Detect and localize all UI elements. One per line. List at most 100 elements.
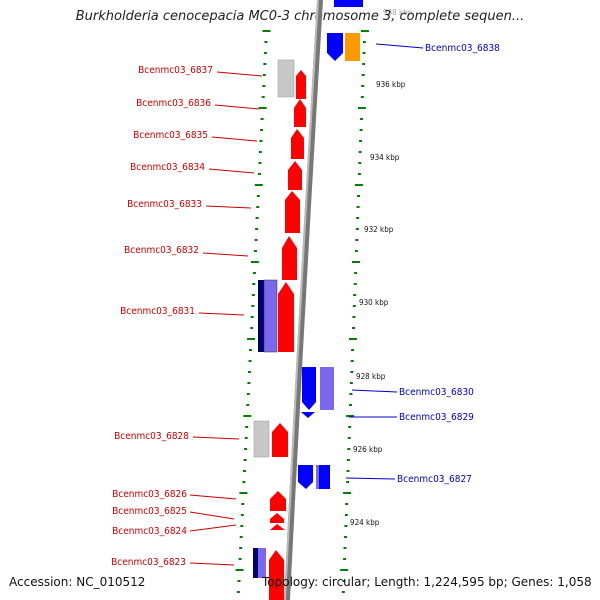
tick-mark (262, 85, 266, 87)
tick-mark (243, 470, 246, 472)
tick-mark (246, 404, 250, 406)
gene-6833-red[interactable] (285, 191, 300, 233)
label-6824[interactable]: Bcenmc03_6824 (112, 526, 187, 537)
gene-6838-group[interactable] (327, 0, 363, 61)
tick-mark (347, 448, 351, 450)
label-6829[interactable]: Bcenmc03_6829 (399, 412, 474, 423)
gene-6837-grey[interactable] (277, 59, 295, 98)
label-6837[interactable]: Bcenmc03_6837 (138, 65, 213, 76)
gene-6838-orange[interactable] (345, 33, 360, 61)
label-6833[interactable]: Bcenmc03_6833 (127, 199, 202, 210)
map-title: Burkholderia cenocepacia MC0-3 chromosom… (75, 9, 525, 24)
tick-mark (349, 393, 353, 395)
tick-mark (354, 250, 358, 252)
tick-mark (362, 41, 366, 43)
scale-930: 930 kbp (359, 298, 389, 307)
gene-6837-red[interactable] (296, 70, 306, 99)
gene-6830-lavender[interactable] (320, 367, 334, 410)
tick-mark (356, 217, 360, 219)
tick-mark (362, 52, 366, 54)
tick-mark (346, 481, 350, 483)
label-6838[interactable]: Bcenmc03_6838 (425, 43, 500, 54)
gene-6831-red[interactable] (278, 282, 294, 352)
tick-mark (355, 228, 359, 230)
label-6828[interactable]: Bcenmc03_6828 (114, 431, 189, 442)
tick-mark (356, 206, 360, 208)
gene-6828-red[interactable] (272, 423, 288, 457)
gene-6827-blue-a[interactable] (298, 465, 313, 489)
tick-mark (343, 558, 347, 560)
gene-6823-red[interactable] (269, 550, 284, 600)
tick-mark (255, 217, 259, 219)
tick-mark (249, 349, 253, 351)
gene-6838-blue[interactable] (327, 33, 343, 61)
tick-mark (360, 96, 364, 98)
tick-mark (250, 327, 254, 329)
tick-mark (349, 404, 352, 406)
gene-6824-red[interactable] (270, 524, 285, 530)
tick-mark (254, 239, 258, 241)
tick-mark (353, 283, 357, 285)
tick-mark (358, 162, 362, 164)
label-6830[interactable]: Bcenmc03_6830 (399, 387, 474, 398)
tick-mark (235, 569, 244, 571)
tick-mark (240, 514, 244, 516)
label-6836[interactable]: Bcenmc03_6836 (136, 98, 211, 109)
tick-mark (344, 525, 348, 527)
gene-6823-lavender[interactable] (258, 548, 266, 578)
gene-top-partial[interactable] (334, 0, 363, 7)
tick-mark (261, 96, 265, 98)
tick-mark (258, 162, 262, 164)
label-6825[interactable]: Bcenmc03_6825 (112, 506, 187, 517)
tick-mark (245, 426, 249, 428)
gene-6834-red[interactable] (288, 161, 302, 190)
gene-6835-red[interactable] (291, 129, 304, 159)
right-labels: Bcenmc03_6838 Bcenmc03_6830 Bcenmc03_682… (397, 43, 500, 485)
tick-mark (346, 470, 350, 472)
gene-6832-red[interactable] (282, 236, 297, 280)
gene-6827-blue-b[interactable] (316, 465, 330, 489)
gene-6831-navy[interactable] (258, 280, 266, 352)
tick-mark (256, 195, 260, 197)
label-6834[interactable]: Bcenmc03_6834 (130, 162, 205, 173)
tick-mark (246, 393, 250, 395)
tick-mark (251, 294, 255, 296)
scale-928: 928 kbp (356, 372, 386, 381)
gene-6828-grey[interactable] (253, 420, 270, 458)
label-6835[interactable]: Bcenmc03_6835 (133, 130, 208, 141)
tick-mark (350, 360, 354, 362)
tick-mark (262, 30, 271, 32)
scale-936: 936 kbp (376, 80, 406, 89)
tick-mark (243, 459, 247, 461)
gene-6823-navy[interactable] (253, 548, 258, 578)
tick-mark (353, 294, 357, 296)
label-6832[interactable]: Bcenmc03_6832 (124, 245, 199, 256)
gene-6829-blue[interactable] (301, 412, 315, 418)
gene-6831-lavender[interactable] (263, 279, 278, 353)
backbone-line (284, 0, 323, 600)
label-6831[interactable]: Bcenmc03_6831 (120, 306, 195, 317)
tick-mark (357, 173, 361, 175)
tick-mark (344, 514, 348, 516)
label-6827[interactable]: Bcenmc03_6827 (397, 474, 472, 485)
tick-mark (351, 349, 355, 351)
label-6823[interactable]: Bcenmc03_6823 (111, 557, 186, 568)
label-6826[interactable]: Bcenmc03_6826 (112, 489, 187, 500)
gene-6825-red[interactable] (270, 513, 284, 523)
tick-mark (258, 107, 267, 109)
tick-mark (355, 239, 359, 241)
tick-mark (361, 74, 365, 76)
tick-mark (244, 437, 248, 439)
tick-mark (359, 129, 363, 131)
tick-mark (257, 173, 261, 175)
tick-mark (352, 261, 360, 263)
right-leader-lines (345, 43, 424, 480)
gene-6830-blue[interactable] (302, 367, 316, 410)
gene-6826-red[interactable] (270, 491, 286, 511)
scale-938: 938 kbp (383, 8, 413, 17)
gene-6836-red[interactable] (294, 99, 306, 127)
tick-mark (250, 261, 259, 263)
tick-mark (239, 536, 243, 538)
gene-6827-lavender[interactable] (316, 465, 319, 489)
